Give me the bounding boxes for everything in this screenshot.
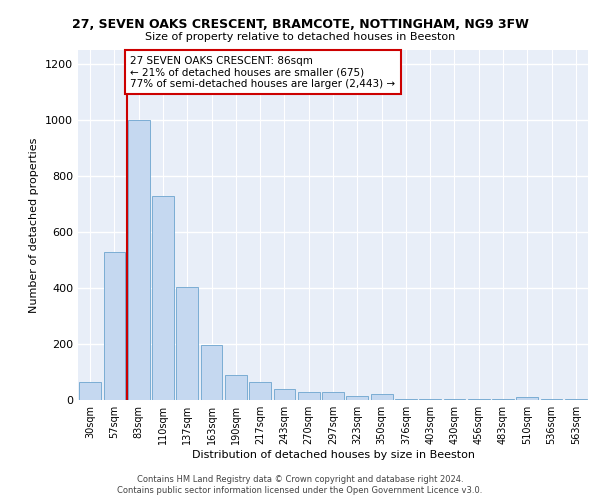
Text: 27, SEVEN OAKS CRESCENT, BRAMCOTE, NOTTINGHAM, NG9 3FW: 27, SEVEN OAKS CRESCENT, BRAMCOTE, NOTTI… [71, 18, 529, 30]
Bar [346, 396, 368, 400]
Bar [371, 394, 392, 400]
Bar [517, 397, 538, 400]
Bar [200, 346, 223, 400]
Bar [541, 398, 562, 400]
Bar [468, 398, 490, 400]
Text: Size of property relative to detached houses in Beeston: Size of property relative to detached ho… [145, 32, 455, 42]
Bar [443, 398, 466, 400]
Bar [274, 389, 295, 400]
Text: Contains public sector information licensed under the Open Government Licence v3: Contains public sector information licen… [118, 486, 482, 495]
Bar [565, 398, 587, 400]
Bar [249, 382, 271, 400]
Bar [419, 398, 441, 400]
Bar [152, 196, 174, 400]
Text: Contains HM Land Registry data © Crown copyright and database right 2024.: Contains HM Land Registry data © Crown c… [137, 475, 463, 484]
Bar [79, 382, 101, 400]
Bar [322, 392, 344, 400]
Bar [128, 120, 149, 400]
Bar [395, 398, 417, 400]
Bar [176, 286, 198, 400]
Bar [492, 398, 514, 400]
Text: 27 SEVEN OAKS CRESCENT: 86sqm
← 21% of detached houses are smaller (675)
77% of : 27 SEVEN OAKS CRESCENT: 86sqm ← 21% of d… [130, 56, 395, 89]
X-axis label: Distribution of detached houses by size in Beeston: Distribution of detached houses by size … [191, 450, 475, 460]
Y-axis label: Number of detached properties: Number of detached properties [29, 138, 40, 312]
Bar [225, 375, 247, 400]
Bar [104, 252, 125, 400]
Bar [298, 392, 320, 400]
